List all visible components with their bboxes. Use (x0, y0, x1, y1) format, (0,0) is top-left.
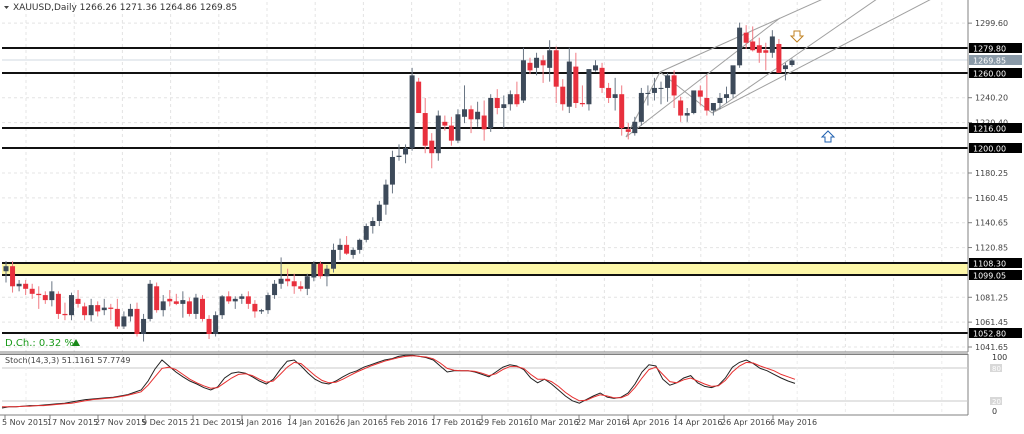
svg-text:1299.60: 1299.60 (975, 19, 1008, 28)
arrow-up-icon (820, 130, 836, 143)
date-label: 17 Nov 2015 (47, 418, 98, 427)
date-label: 29 Feb 2016 (479, 418, 529, 427)
date-label: 27 Nov 2015 (95, 418, 146, 427)
date-label: 4 Jan 2016 (239, 418, 282, 427)
stoch-tick-0: 0 (992, 407, 997, 416)
svg-text:1216.00: 1216.00 (973, 125, 1006, 134)
date-label: 26 Jan 2016 (335, 418, 383, 427)
stoch-label: Stoch(14,3,3) 51.1161 57.7749 (5, 356, 131, 365)
date-label: 5 Nov 2015 (2, 418, 48, 427)
daily-change-label: D.Ch.: 0.32 % (5, 338, 74, 349)
svg-text:1081.25: 1081.25 (975, 293, 1008, 302)
date-label: 14 Jan 2016 (287, 418, 335, 427)
date-label: 10 Mar 2016 (528, 418, 579, 427)
date-label: 4 Apr 2016 (625, 418, 669, 427)
candlesticks (3, 22, 795, 342)
svg-text:1108.30: 1108.30 (973, 260, 1006, 269)
svg-text:1260.00: 1260.00 (973, 70, 1006, 79)
svg-text:1180.25: 1180.25 (975, 169, 1008, 178)
date-label: 21 Dec 2015 (190, 418, 241, 427)
svg-text:1279.80: 1279.80 (973, 45, 1006, 54)
svg-text:1140.65: 1140.65 (975, 219, 1008, 228)
date-label: 17 Feb 2016 (431, 418, 481, 427)
level-price-tags: 1279.80 1260.00 1216.00 1200.00 1108.30 1099.… (969, 43, 1022, 339)
date-label: 14 Apr 2016 (673, 418, 722, 427)
date-label: 22 Mar 2016 (576, 418, 627, 427)
date-label: 9 Dec 2015 (142, 418, 188, 427)
svg-text:1061.45: 1061.45 (975, 318, 1008, 327)
svg-text:1240.20: 1240.20 (975, 94, 1008, 103)
stoch-main-line (1, 354, 796, 409)
date-label: 26 Apr 2016 (721, 418, 770, 427)
stoch-signal-line (2, 355, 796, 408)
trend-channel (625, 0, 931, 138)
date-label: 6 May 2016 (770, 418, 817, 427)
svg-text:1041.65: 1041.65 (975, 343, 1008, 352)
svg-text:1052.80: 1052.80 (973, 330, 1006, 339)
svg-text:1120.85: 1120.85 (975, 244, 1008, 253)
stoch-tick-80: 80 (992, 365, 1001, 373)
arrow-down-icon (789, 30, 805, 43)
support-zone (2, 264, 968, 275)
horizontal-levels (2, 47, 968, 334)
svg-text:1099.05: 1099.05 (973, 272, 1006, 281)
svg-text:1200.00: 1200.00 (973, 145, 1006, 154)
chart-header-title: XAUUSD,Daily 1266.26 1271.36 1264.86 126… (13, 3, 237, 13)
stoch-tick-20: 20 (992, 398, 1001, 406)
svg-text:1160.45: 1160.45 (975, 194, 1008, 203)
up-triangle-icon (72, 339, 80, 346)
dropdown-triangle-icon[interactable] (4, 6, 9, 9)
stoch-tick-100: 100 (992, 353, 1007, 362)
svg-text:1269.85: 1269.85 (973, 57, 1006, 66)
date-label: 5 Feb 2016 (383, 418, 428, 427)
